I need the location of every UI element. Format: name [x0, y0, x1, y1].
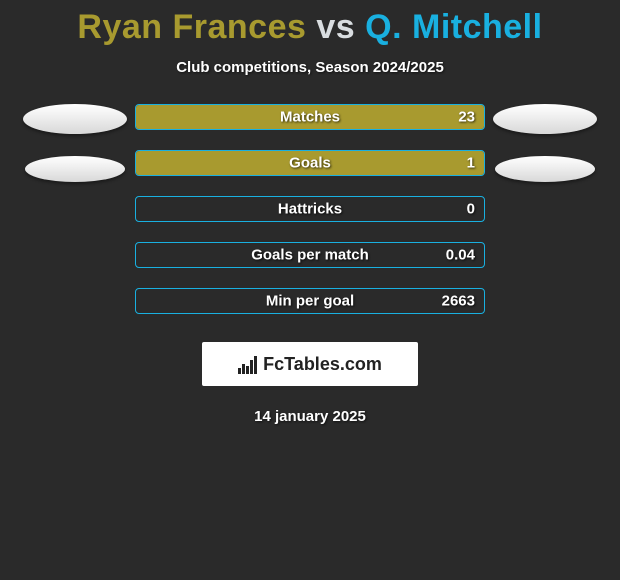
stat-label: Matches: [280, 109, 340, 126]
right-oval-1: [493, 104, 597, 134]
stat-row: Goals per match 0.04: [135, 242, 485, 268]
vs-text: vs: [316, 8, 355, 46]
stat-row: Matches 23: [135, 104, 485, 130]
footer-logo-text: FcTables.com: [238, 354, 382, 375]
page-title: Ryan Frances vs Q. Mitchell: [77, 8, 542, 47]
stat-value: 0.04: [446, 247, 475, 264]
stat-row: Goals 1: [135, 150, 485, 176]
stat-label: Min per goal: [266, 293, 354, 310]
stat-label: Hattricks: [278, 201, 342, 218]
stats-area: Matches 23 Goals 1 Hattricks 0 Goals per match…: [0, 104, 620, 334]
logo-label: FcTables.com: [263, 354, 382, 375]
subtitle: Club competitions, Season 2024/2025: [176, 59, 444, 76]
footer-logo: FcTables.com: [202, 342, 418, 386]
date-line: 14 january 2025: [254, 408, 366, 425]
stat-row: Hattricks 0: [135, 196, 485, 222]
player2-name: Q. Mitchell: [365, 8, 542, 46]
stat-value: 23: [458, 109, 475, 126]
right-oval-2: [495, 156, 595, 182]
stat-value: 0: [467, 201, 475, 218]
left-ovals-col: [15, 104, 135, 204]
stat-row: Min per goal 2663: [135, 288, 485, 314]
stat-value: 1: [467, 155, 475, 172]
left-oval-2: [25, 156, 125, 182]
bars-column: Matches 23 Goals 1 Hattricks 0 Goals per match…: [135, 104, 485, 334]
right-ovals-col: [485, 104, 605, 204]
stat-value: 2663: [442, 293, 475, 310]
stat-label: Goals: [289, 155, 331, 172]
player1-name: Ryan Frances: [77, 8, 306, 46]
chart-icon: [238, 354, 257, 374]
stat-label: Goals per match: [251, 247, 369, 264]
left-oval-1: [23, 104, 127, 134]
